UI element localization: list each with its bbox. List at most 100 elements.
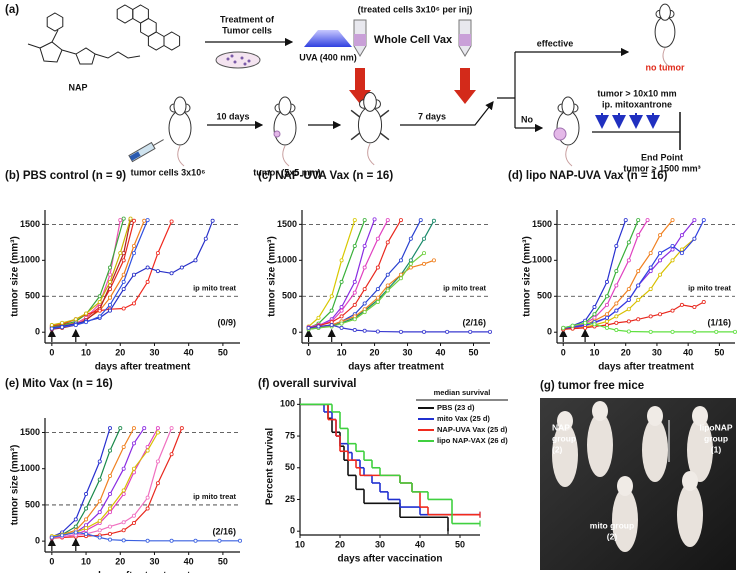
data-point [131,251,136,256]
x-axis-label: days after vaccination [337,554,442,565]
data-point [352,279,357,284]
data-point [329,323,334,328]
tumor-curve [51,427,135,538]
data-point [128,216,133,221]
data-point [49,323,54,328]
data-point [97,518,102,523]
annotation: ip mito treat [688,283,731,292]
data-point [84,492,89,497]
data-point [636,283,641,288]
data-point [408,236,413,241]
x-tick-label: 40 [436,347,446,357]
data-point [121,272,126,277]
mouse-tail [367,143,375,166]
data-point [645,218,650,223]
x-tick-label: 10 [81,347,91,357]
data-point [658,272,663,277]
group-label: group [552,433,576,443]
data-point [352,317,357,322]
data-point [362,310,367,315]
tumor-curve [563,219,649,329]
survivor-fraction: (0/9) [217,318,236,328]
tumor-curve [308,219,389,328]
survivor-fraction: (2/16) [462,318,486,328]
x-tick-label: 0 [306,347,311,357]
data-point [108,506,113,511]
data-point [604,294,609,299]
data-point [604,312,609,317]
data-point [375,265,380,270]
data-point [118,218,123,223]
mouse-head [173,96,187,116]
photo-head [617,476,633,496]
data-point [636,317,641,322]
data-point [339,325,344,330]
data-point [118,251,123,256]
data-point [422,251,427,256]
x-axis-label: days after treatment [348,362,444,373]
mouse-head [278,96,292,116]
data-point [108,426,113,431]
photo-head [557,411,573,431]
tumor [273,130,281,138]
data-point [648,287,653,292]
data-point [692,305,697,310]
x-tick-label: 20 [115,556,125,566]
data-point [385,272,390,277]
data-point [145,448,150,453]
data-point [375,287,380,292]
data-point [570,323,575,328]
data-point [108,537,113,542]
data-point [398,329,403,334]
data-point [145,506,150,511]
data-point [422,261,427,266]
data-point [604,279,609,284]
data-point [203,236,208,241]
data-point [108,473,113,478]
step-label: Tumor cells [222,25,272,35]
data-point [108,308,113,313]
data-point [714,329,719,334]
data-point [108,265,113,270]
vax-label: Whole Cell Vax [374,34,453,46]
data-point [626,287,631,292]
x-tick-label: 10 [81,556,91,566]
y-axis-label: tumor size (mm³) [522,236,533,317]
data-point [60,533,65,538]
data-point [670,247,675,252]
data-point [118,426,123,431]
mouse-head [561,96,575,116]
endpoint-label: tumor > 1500 mm³ [623,163,700,173]
data-point [145,495,150,500]
data-point [145,279,150,284]
ring [163,31,181,51]
data-point [418,218,423,223]
data-point [131,466,136,471]
data-point [592,312,597,317]
data-point [362,301,367,306]
data-point [385,218,390,223]
data-point [108,302,113,307]
legend-label: PBS (23 d) [437,403,475,412]
x-tick-label: 30 [149,556,159,566]
data-point [73,524,78,529]
y-tick-label: 1000 [20,255,40,265]
data-point [614,301,619,306]
group-label: mito group [590,520,634,530]
data-point [121,466,126,471]
data-point [121,488,126,493]
mouse-head [363,91,377,112]
x-tick-label: 50 [455,539,465,549]
group-label: group [704,433,728,443]
ring [147,31,165,51]
data-point [108,448,113,453]
data-point [179,426,184,431]
tumor-curve [563,219,695,330]
data-point [84,531,89,536]
data-point [193,538,198,543]
data-point [375,236,380,241]
step-label: tumor cells 3x10⁶ [131,167,206,177]
data-point [108,279,113,284]
data-point [169,219,174,224]
